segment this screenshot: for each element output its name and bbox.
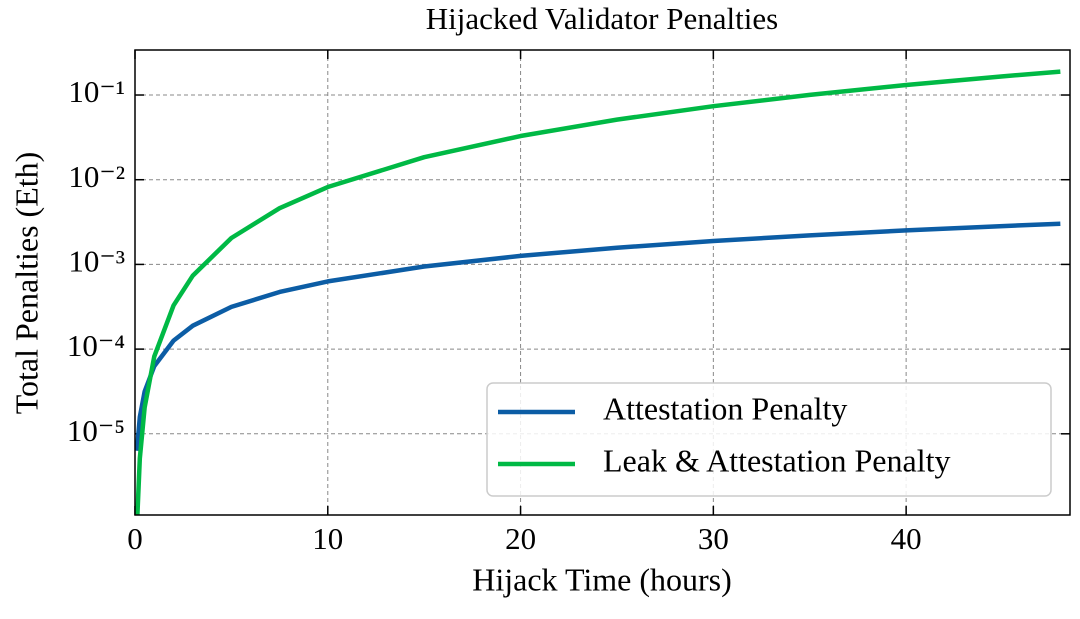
plot-area [135, 69, 1061, 515]
x-tick-label: 20 [505, 521, 536, 556]
y-tick-label: 10⁻² [68, 159, 125, 194]
y-tick-label: 10⁻¹ [68, 74, 125, 109]
x-tick-label: 0 [127, 521, 143, 556]
y-tick-label: 10⁻³ [68, 244, 125, 279]
chart-title: Hijacked Validator Penalties [426, 1, 778, 36]
legend-label: Attestation Penalty [603, 390, 847, 426]
y-tick-label: 10⁻⁵ [67, 413, 125, 448]
plot-frame [134, 49, 1071, 516]
y-axis-label: Total Penalties (Eth) [8, 152, 44, 415]
x-tick-label: 10 [312, 521, 343, 556]
line-series [135, 69, 1061, 515]
x-axis-label: Hijack Time (hours) [472, 561, 732, 597]
legend-box [486, 382, 1052, 497]
legend-label: Leak & Attestation Penalty [603, 442, 950, 478]
x-tick-label: 40 [891, 521, 922, 556]
y-tick-label: 10⁻⁴ [67, 328, 125, 363]
x-tick-label: 30 [698, 521, 729, 556]
